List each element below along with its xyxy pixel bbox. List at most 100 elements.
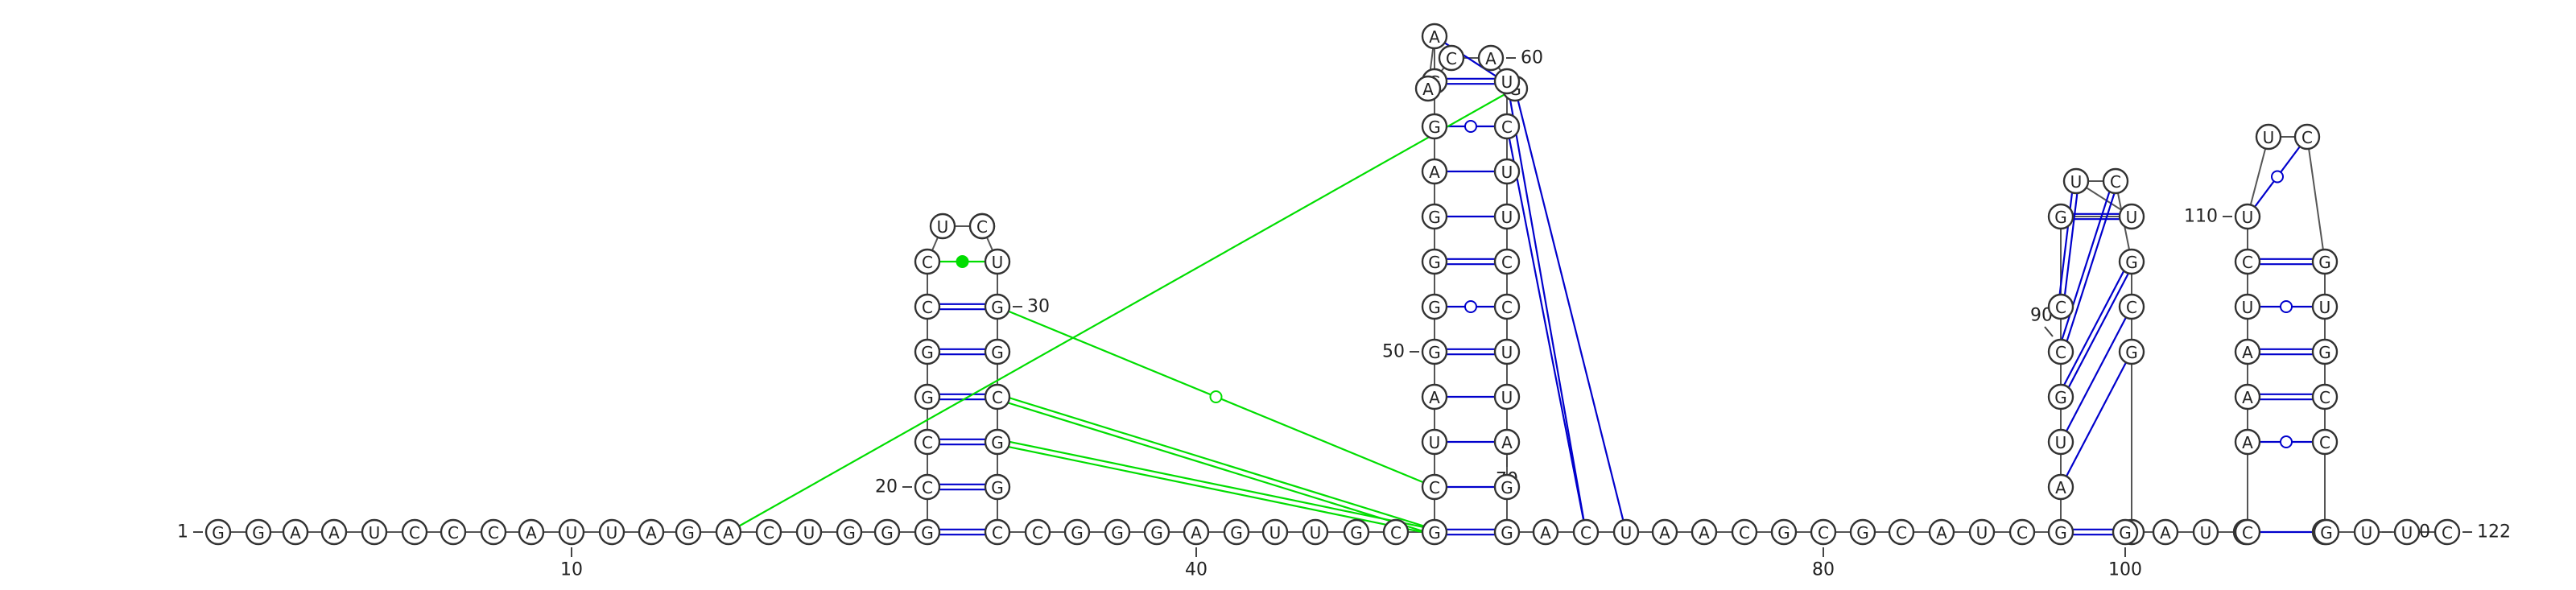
nucleotide-65: U xyxy=(1493,203,1521,230)
nucleotide-circle xyxy=(2311,293,2339,320)
nucleotide-circle xyxy=(204,518,232,546)
position-label-80: 80 xyxy=(1812,560,1835,580)
nucleotide-circle xyxy=(1343,518,1370,546)
nucleotide-letter: U xyxy=(1501,163,1513,182)
nucleotide-circle xyxy=(914,248,941,275)
nucleotide-90: C xyxy=(2047,338,2074,365)
nucleotide-letter: A xyxy=(1429,27,1440,47)
nucleotide-100: G xyxy=(2112,518,2139,546)
nucleotide-circle xyxy=(984,518,1011,546)
nucleotide-letter: G xyxy=(921,523,934,543)
base-pair-51-67-marker xyxy=(1464,300,1477,313)
base-pair-55-63-marker xyxy=(1464,120,1477,133)
nucleotide-letter: A xyxy=(1501,433,1513,452)
nucleotide-letter: C xyxy=(2301,128,2313,147)
nucleotide-25: C xyxy=(914,248,941,275)
nucleotide-letter: U xyxy=(1976,523,1988,543)
backbone-segment xyxy=(2247,136,2269,217)
nucleotide-letter: C xyxy=(2055,298,2066,317)
nucleotide-32: C xyxy=(984,383,1011,411)
nucleotide-circle xyxy=(2047,473,2074,501)
nucleotide-11: U xyxy=(598,518,625,546)
nucleotide-89: G xyxy=(2047,383,2074,411)
nucleotide-letter: A xyxy=(1485,49,1496,68)
nucleotide-letter: A xyxy=(290,523,301,543)
nucleotide-letter: G xyxy=(1501,523,1513,543)
nucleotide-circle xyxy=(836,518,863,546)
nucleotide-68: U xyxy=(1493,338,1521,365)
nucleotide-circle xyxy=(1493,473,1521,501)
nucleotide-letter: U xyxy=(2126,208,2138,227)
nucleotide-letter: U xyxy=(1310,523,1322,543)
nucleotide-3: A xyxy=(282,518,309,546)
base-pair-25-29-marker xyxy=(956,255,969,268)
nucleotide-circle xyxy=(2047,518,2074,546)
nucleotide-letter: U xyxy=(2401,523,2413,543)
nucleotide-letter: C xyxy=(2242,523,2253,543)
nucleotide-circle xyxy=(2118,338,2145,365)
base-pair-91-94 xyxy=(2063,193,2079,295)
nucleotide-14: A xyxy=(715,518,742,546)
nucleotide-37: G xyxy=(1063,518,1091,546)
nucleotide-letter: G xyxy=(1501,478,1513,497)
nucleotide-letter: G xyxy=(2318,343,2331,362)
nucleotide-circle xyxy=(2192,518,2219,546)
nucleotide-letter: G xyxy=(1150,523,1163,543)
nucleotide-letter: A xyxy=(2242,433,2253,452)
nucleotide-circle xyxy=(2008,518,2036,546)
nucleotide-circle xyxy=(2102,167,2129,195)
nucleotide-letter: U xyxy=(992,253,1004,272)
nucleotide-letter: A xyxy=(2242,388,2253,407)
nucleotide-letter: C xyxy=(1739,523,1750,543)
nucleotide-62: U xyxy=(1493,68,1521,95)
nucleotide-letter: U xyxy=(2055,433,2067,452)
nucleotide-circle xyxy=(1493,248,1521,275)
nucleotide-letter: A xyxy=(1191,523,1202,543)
base-pair-30-47-marker xyxy=(1209,390,1223,403)
nucleotide-circle xyxy=(929,212,956,240)
backbone-segment xyxy=(2306,136,2326,262)
nucleotide-49: A xyxy=(1421,383,1448,411)
nucleotide-circle xyxy=(914,383,941,411)
position-label-1: 1 xyxy=(177,522,188,543)
nucleotide-letter: A xyxy=(1659,523,1670,543)
nucleotide-77: A xyxy=(1690,518,1718,546)
nucleotide-letter: A xyxy=(1540,523,1551,543)
nucleotide-70: A xyxy=(1493,428,1521,456)
nucleotide-circle xyxy=(1421,203,1448,230)
nucleotide-circle xyxy=(1421,428,1448,456)
nucleotide-circle xyxy=(1493,338,1521,365)
nucleotide-circle xyxy=(984,338,1011,365)
nucleotide-circle xyxy=(320,518,348,546)
nucleotide-letter: C xyxy=(1501,298,1513,317)
nucleotide-101: A xyxy=(2152,518,2179,546)
nucleotide-letter: C xyxy=(763,523,774,543)
nucleotide-letter: C xyxy=(1896,523,1907,543)
nucleotide-86: G xyxy=(2047,518,2074,546)
nucleotide-circle xyxy=(1928,518,1955,546)
nucleotide-letter: A xyxy=(2160,523,2171,543)
nucleotide-letter: U xyxy=(803,523,815,543)
nucleotide-84: U xyxy=(1968,518,1996,546)
nucleotide-circle xyxy=(914,293,941,320)
nucleotide-letter: G xyxy=(881,523,894,543)
nucleotide-114: U xyxy=(2311,293,2339,320)
nucleotide-circle xyxy=(1063,518,1091,546)
nucleotide-circle xyxy=(1421,383,1448,411)
nucleotide-letter: U xyxy=(2263,128,2275,147)
nucleotide-letter: C xyxy=(1032,523,1043,543)
nucleotide-circle xyxy=(401,518,428,546)
nucleotide-letter: A xyxy=(1422,80,1434,99)
nucleotide-73: A xyxy=(1532,518,1559,546)
nucleotide-circle xyxy=(1810,518,1837,546)
nucleotide-91: C xyxy=(2047,293,2074,320)
nucleotide-57: A xyxy=(1421,23,1448,50)
nucleotide-letter: G xyxy=(921,343,934,362)
base-pair-88-97 xyxy=(2065,316,2128,432)
nucleotide-107: A xyxy=(2234,338,2261,365)
backbone-layer xyxy=(218,35,2447,533)
nucleotide-42: U xyxy=(1261,518,1289,546)
nucleotide-52: G xyxy=(1421,248,1448,275)
nucleotide-105: A xyxy=(2234,428,2261,456)
nucleotide-23: G xyxy=(914,338,941,365)
